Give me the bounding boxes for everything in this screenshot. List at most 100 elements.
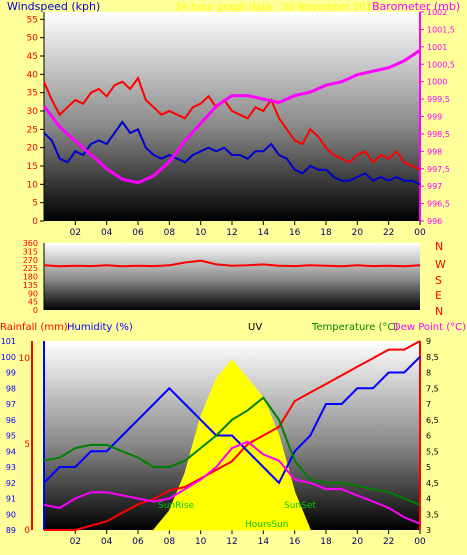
humidity-tick-label: 96 [6,416,16,425]
direction-tick-label: 360 [23,239,38,248]
pressure-tick-label: 999,5 [427,95,450,104]
temperature-line [43,396,421,506]
x-tick-label: 00 [414,537,426,547]
x-tick-label: 18 [320,537,332,547]
pressure-tick-label: 1001,5 [427,25,455,34]
compass-letter-s: S [435,274,442,287]
top-series [42,49,421,186]
pressure-tick-label: 996 [427,217,442,226]
temperature-tick-label: 4,5 [426,479,439,488]
windspeed-line [43,75,421,171]
pressure-tick-label: 999 [427,113,442,122]
direction-plot-area [44,243,420,310]
rain-axis-ticks: 0 5 10 [19,341,33,536]
compass-letter-e: E [435,289,442,302]
header-right-label: Barometer (mb) [372,0,460,13]
humidity-tick-label: 92 [6,479,16,488]
temperature-tick-label: 6 [426,432,431,441]
humidity-line [43,356,421,485]
compass-letter-n-bottom: N [435,305,443,318]
pressure-tick-label: 1001 [427,43,447,52]
x-tick-label: 02 [70,537,81,547]
temperature-tick-label: 4 [426,495,431,504]
rain-tick-label: 10 [19,354,31,364]
wind-tick-label: 20 [27,144,39,154]
x-tick-label: 18 [320,228,332,238]
direction-tick-label: 225 [23,264,38,273]
humidity-tick-label: 90 [6,510,16,519]
x-tick-label: 08 [164,228,176,238]
bottom-series [43,340,421,531]
direction-tick-label: 270 [23,256,38,265]
wind-tick-label: 50 [27,34,39,44]
humidity-tick-label: 91 [6,495,16,504]
x-tick-label: 06 [132,228,144,238]
temperature-label: Temperature (°C) [311,322,398,333]
humidity-label: Humidity (%) [67,322,133,333]
humidity-tick-label: 100 [1,353,16,362]
x-tick-label: 22 [383,228,394,238]
pressure-tick-label: 1002 [427,8,447,17]
humidity-tick-label: 99 [6,369,16,378]
rain-tick-label: 5 [24,440,30,450]
pressure-tick-label: 1000,5 [427,60,455,69]
temperature-tick-label: 9 [426,337,431,346]
sunrise-label: SunRise [158,501,195,511]
direction-tick-label: 0 [33,306,38,315]
x-tick-label: 16 [289,537,301,547]
direction-tick-label: 90 [28,289,38,298]
top-x-ticks: 02 04 06 08 10 12 14 16 18 20 22 00 [70,221,426,238]
humidity-tick-label: 98 [6,384,16,393]
dewpoint-line [43,440,421,525]
dewpoint-label: Dew Point (°C) [393,322,466,333]
compass-letter-n-top: N [435,240,443,253]
direction-tick-label: 45 [28,298,38,307]
temperature-tick-label: 8,5 [426,353,439,362]
average-wind-line [43,120,421,186]
wind-tick-label: 40 [27,70,39,80]
pressure-tick-label: 1000 [427,78,447,87]
temperature-tick-label: 3 [426,526,431,535]
humidity-tick-label: 89 [6,526,16,535]
pressure-tick-label: 996,5 [427,200,450,209]
uv-label: UV [248,322,262,333]
humidity-tick-label: 101 [1,337,16,346]
temperature-tick-label: 3,5 [426,510,439,519]
temperature-tick-label: 6,5 [426,416,439,425]
x-tick-label: 06 [132,537,144,547]
x-tick-label: 04 [101,228,113,238]
wind-tick-label: 30 [27,107,39,117]
wind-tick-label: 0 [32,217,38,227]
rain-tick-label: 0 [24,526,30,536]
compass-letters: N W S E N [435,240,446,318]
top-plot-area [44,12,420,221]
temperature-tick-label: 5,5 [426,447,439,456]
wind-tick-label: 10 [27,180,39,190]
header-title: 24 hour graph data - 30 November 2017 [175,2,378,13]
rainfall-label: Rainfall (mm) [0,322,68,333]
x-tick-label: 16 [289,228,301,238]
humidity-tick-label: 94 [6,447,16,456]
wind-tick-label: 35 [27,89,38,99]
uv-area [152,359,312,531]
x-tick-label: 12 [226,537,237,547]
wind-tick-label: 5 [32,199,38,209]
wind-tick-label: 15 [27,162,38,172]
x-tick-label: 22 [383,537,394,547]
wind-tick-label: 45 [27,52,38,62]
pressure-tick-label: 997 [427,182,442,191]
direction-tick-label: 315 [23,247,38,256]
temperature-tick-label: 8 [426,369,431,378]
header-left-label: Windspeed (kph) [7,0,100,13]
direction-tick-label: 135 [23,281,38,290]
direction-tick-label: 180 [23,273,38,282]
rainfall-line [44,340,421,531]
pressure-tick-label: 997,5 [427,165,450,174]
x-tick-label: 04 [101,537,113,547]
x-tick-label: 10 [195,537,207,547]
pressure-tick-label: 998,5 [427,130,450,139]
